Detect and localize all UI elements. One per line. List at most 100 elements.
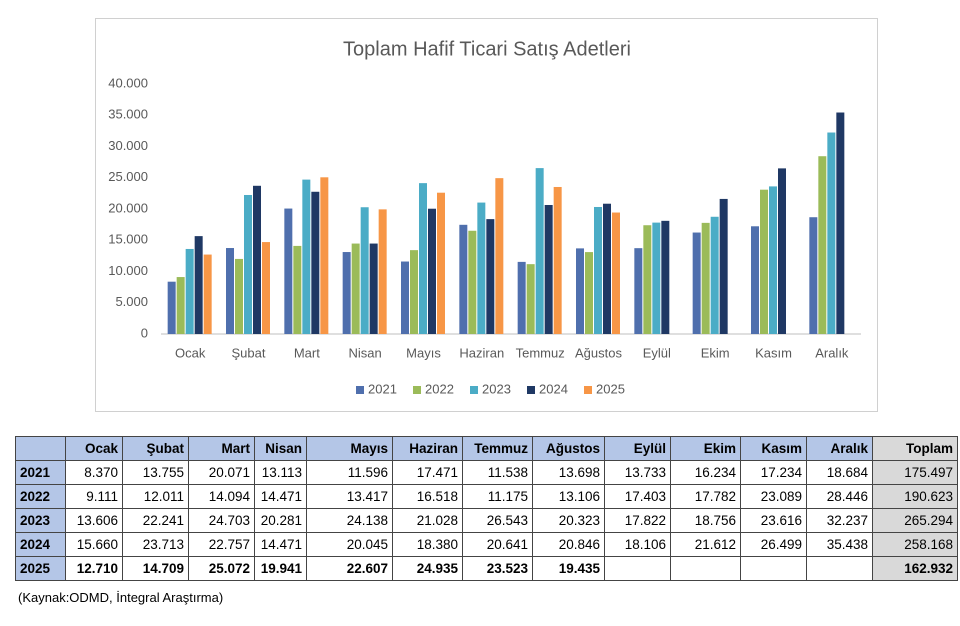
- value-cell: 23.713: [122, 532, 189, 557]
- value-cell: 25.072: [188, 556, 255, 581]
- bar: [526, 264, 535, 334]
- y-tick-label: 10.000: [108, 263, 148, 278]
- bar: [437, 192, 445, 334]
- value-cell: 13.698: [532, 460, 605, 485]
- value-cell: 20.045: [306, 532, 393, 557]
- value-cell: 35.438: [806, 532, 873, 557]
- bar: [751, 226, 759, 334]
- value-cell: 22.607: [306, 556, 393, 581]
- value-cell: 14.709: [122, 556, 189, 581]
- value-cell: 23.616: [740, 508, 807, 533]
- value-cell: 20.281: [254, 508, 307, 533]
- y-tick-label: 30.000: [108, 138, 148, 153]
- total-cell: 175.497: [872, 460, 958, 485]
- header-cell: Ağustos: [532, 436, 605, 461]
- bar: [419, 183, 427, 334]
- year-cell: 2023: [15, 508, 66, 533]
- y-tick-label: 20.000: [108, 200, 148, 215]
- year-cell: 2021: [15, 460, 66, 485]
- bar: [369, 243, 378, 334]
- bar: [410, 250, 418, 334]
- table-row: 2024 15.660 23.713 22.757 14.471 20.045 18.380…: [15, 532, 958, 557]
- bar: [634, 248, 643, 334]
- header-cell: Toplam: [872, 436, 958, 461]
- value-cell: 17.471: [392, 460, 463, 485]
- value-cell: 14.471: [254, 532, 307, 557]
- value-cell: 15.660: [65, 532, 123, 557]
- x-tick-label: Aralık: [815, 345, 849, 360]
- value-cell: 13.755: [122, 460, 189, 485]
- bar: [692, 232, 701, 334]
- value-cell: 23.523: [462, 556, 533, 581]
- bar: [778, 168, 786, 334]
- legend-label: 2021: [368, 381, 397, 396]
- header-row: Ocak Şubat Mart Nisan Mayıs Haziran Temmuz Ağus…: [15, 436, 958, 461]
- value-cell: 11.538: [462, 460, 533, 485]
- x-tick-label: Mart: [294, 345, 320, 360]
- value-cell: 26.499: [740, 532, 807, 557]
- bar: [477, 202, 486, 334]
- value-cell: 12.710: [65, 556, 123, 581]
- year-cell: 2024: [15, 532, 66, 557]
- y-tick-label: 25.000: [108, 169, 148, 184]
- value-cell: 19.941: [254, 556, 307, 581]
- y-tick-label: 5.000: [115, 294, 148, 309]
- value-cell: 18.380: [392, 532, 463, 557]
- header-cell: Eylül: [604, 436, 671, 461]
- legend-swatch: [470, 386, 478, 394]
- value-cell: 14.471: [254, 484, 307, 509]
- chart-title: Toplam Hafif Ticari Satış Adetleri: [343, 38, 631, 60]
- value-cell: 9.111: [65, 484, 123, 509]
- value-cell: 13.733: [604, 460, 671, 485]
- bar: [293, 245, 302, 334]
- value-cell: 13.106: [532, 484, 605, 509]
- header-cell: Şubat: [122, 436, 189, 461]
- value-cell: 24.703: [188, 508, 255, 533]
- value-cell: 14.094: [188, 484, 255, 509]
- bar: [194, 236, 203, 334]
- legend-label: 2025: [596, 381, 625, 396]
- bar: [360, 207, 369, 334]
- y-tick-label: 35.000: [108, 107, 148, 122]
- value-cell: 13.606: [65, 508, 123, 533]
- bar: [342, 252, 351, 334]
- value-cell: 32.237: [806, 508, 873, 533]
- value-cell: 11.596: [306, 460, 393, 485]
- value-cell: 18.756: [670, 508, 741, 533]
- value-cell: 24.935: [392, 556, 463, 581]
- bar: [603, 203, 611, 334]
- value-cell: 21.028: [392, 508, 463, 533]
- bar: [652, 222, 661, 334]
- bar: [486, 219, 495, 334]
- corner-cell: [15, 436, 66, 461]
- bar: [226, 248, 234, 334]
- bar: [244, 194, 252, 334]
- bar: [818, 156, 827, 334]
- value-cell: 18.106: [604, 532, 671, 557]
- value-cell: 23.089: [740, 484, 807, 509]
- bar: [576, 248, 584, 334]
- bar: [517, 261, 526, 334]
- header-cell: Mart: [188, 436, 255, 461]
- value-cell: 22.757: [188, 532, 255, 557]
- value-cell: 16.234: [670, 460, 741, 485]
- empty-cell: [670, 556, 741, 581]
- bar: [320, 177, 329, 334]
- bar: [769, 186, 777, 334]
- source-note: (Kaynak:ODMD, İntegral Araştırma): [18, 590, 224, 605]
- table-row: 2025 12.710 14.709 25.072 19.941 22.607 24.935…: [15, 556, 958, 581]
- bar: [594, 206, 602, 334]
- value-cell: 17.822: [604, 508, 671, 533]
- bar: [253, 185, 261, 334]
- x-tick-label: Şubat: [232, 345, 266, 360]
- bar: [302, 179, 311, 334]
- value-cell: 17.234: [740, 460, 807, 485]
- total-cell: 190.623: [872, 484, 958, 509]
- value-cell: 28.446: [806, 484, 873, 509]
- chart: Toplam Hafif Ticari Satış Adetleri 0 5.00…: [108, 38, 861, 396]
- table-row: 2023 13.606 22.241 24.703 20.281 24.138 21.028…: [15, 508, 958, 533]
- legend-swatch: [584, 386, 592, 394]
- total-cell: 265.294: [872, 508, 958, 533]
- value-cell: 8.370: [65, 460, 123, 485]
